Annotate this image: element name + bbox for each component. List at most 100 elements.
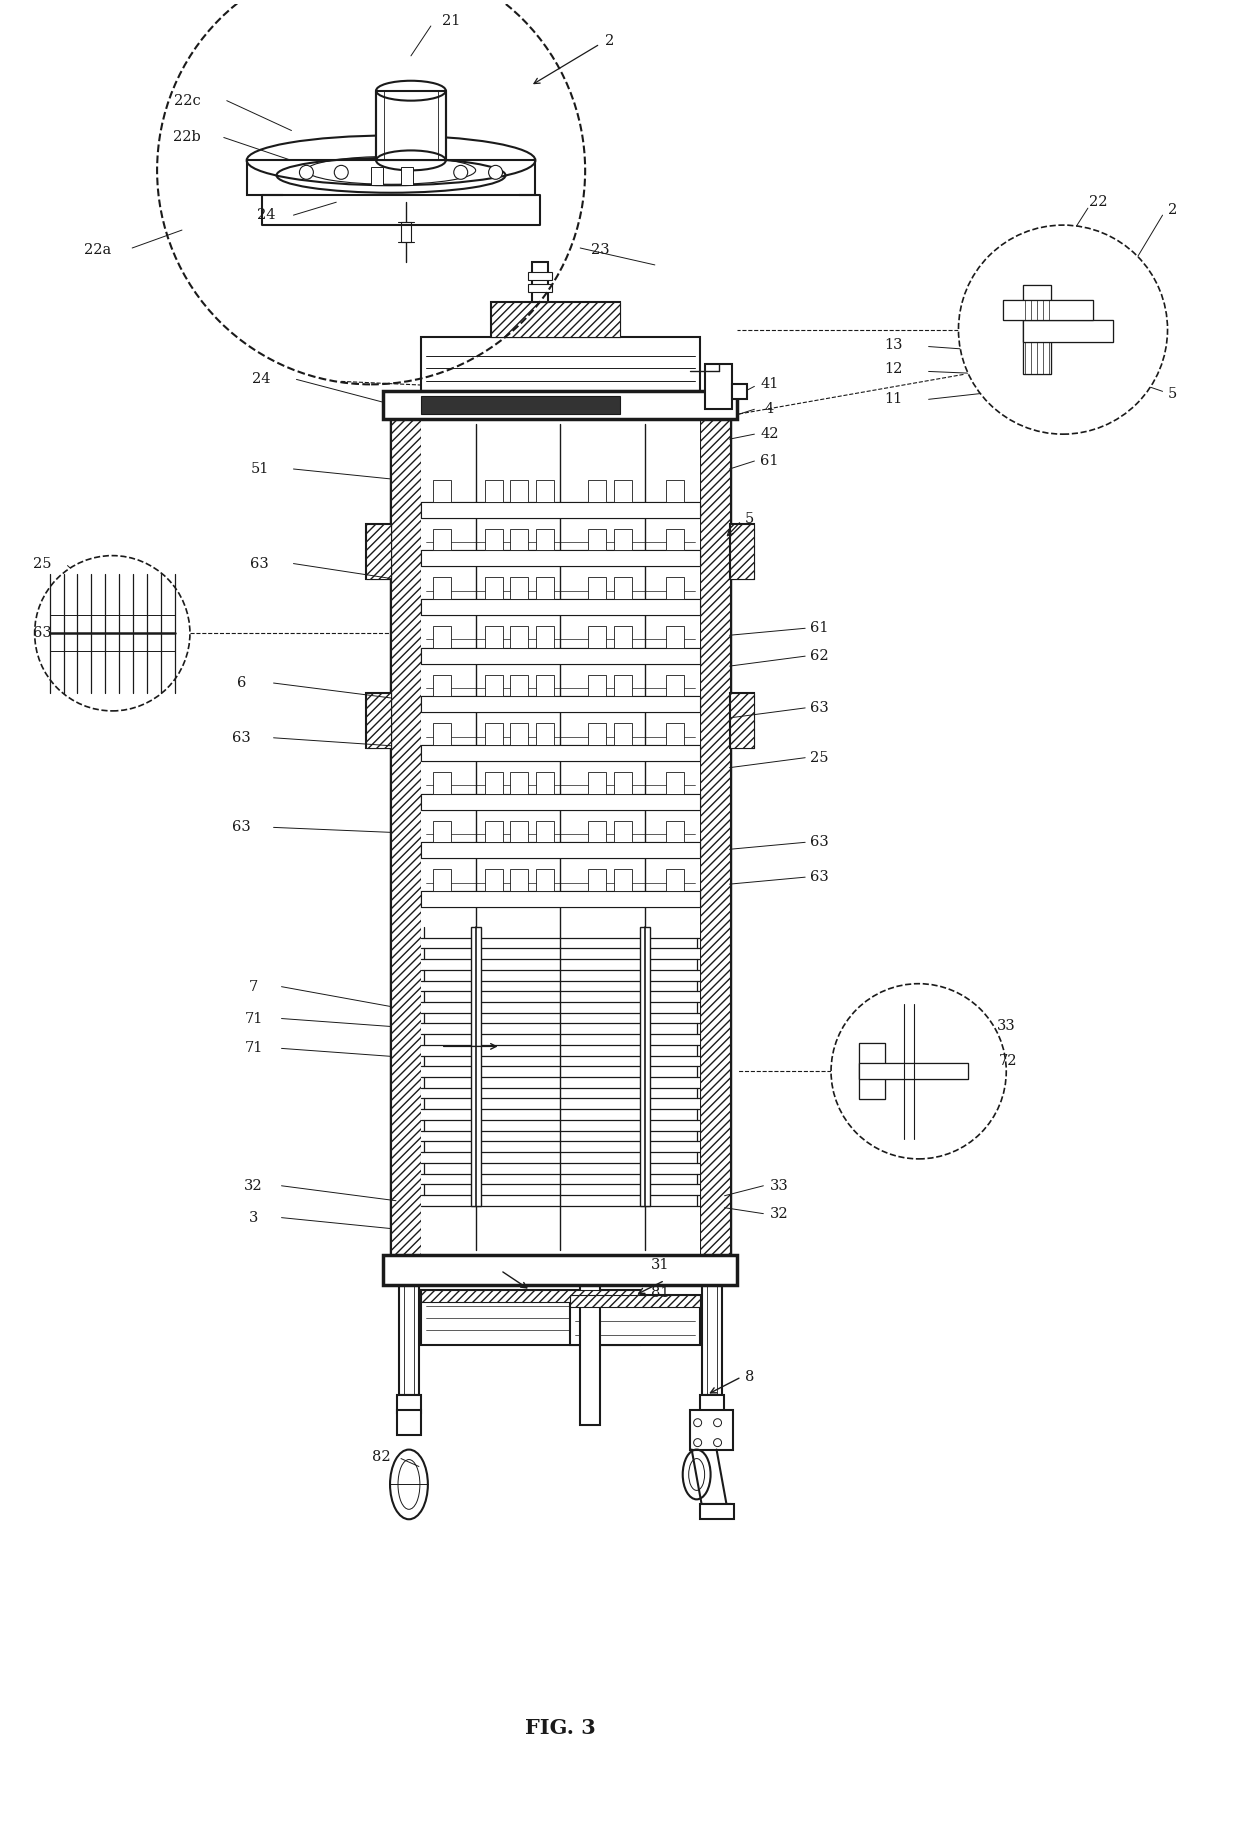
Bar [1023, 285, 1052, 375]
Bar [485, 627, 502, 649]
Bar [614, 870, 632, 892]
Text: 71: 71 [244, 1012, 263, 1025]
Bar [1023, 320, 1112, 342]
Text: 24: 24 [258, 208, 275, 223]
Bar [537, 870, 554, 892]
Bar [485, 820, 502, 842]
Bar [420, 502, 699, 517]
Bar [532, 261, 548, 301]
Bar [485, 481, 502, 502]
Bar [699, 1504, 734, 1520]
Bar [401, 168, 413, 185]
Bar [485, 870, 502, 892]
Bar [420, 793, 699, 809]
Bar [420, 1290, 640, 1345]
Bar [420, 336, 699, 391]
Bar [666, 870, 683, 892]
Bar [511, 674, 528, 696]
Bar [491, 301, 620, 336]
Bar [399, 1286, 419, 1394]
Text: 22c: 22c [174, 93, 201, 108]
Bar [511, 820, 528, 842]
Bar [420, 502, 699, 517]
Bar [666, 627, 683, 649]
Bar [420, 696, 699, 713]
Bar [537, 627, 554, 649]
Bar [371, 168, 383, 185]
Bar [1023, 320, 1112, 342]
Bar [588, 674, 606, 696]
Bar [666, 820, 683, 842]
Bar [511, 870, 528, 892]
Text: 63: 63 [232, 820, 250, 835]
Bar [729, 524, 754, 579]
Bar [511, 723, 528, 745]
Text: 21: 21 [441, 15, 460, 27]
Text: 63: 63 [810, 702, 828, 714]
Bar [537, 723, 554, 745]
Text: 2: 2 [605, 35, 615, 48]
Text: FIG. 3: FIG. 3 [525, 1719, 595, 1737]
Text: 5: 5 [1168, 387, 1177, 402]
Bar [614, 627, 632, 649]
Bar [588, 723, 606, 745]
Bar [383, 391, 738, 418]
Bar [614, 528, 632, 550]
Bar [420, 696, 699, 713]
Text: 61: 61 [760, 455, 779, 468]
Circle shape [335, 166, 348, 179]
Bar [485, 577, 502, 599]
Bar [640, 926, 650, 1206]
Bar [433, 674, 451, 696]
Circle shape [831, 983, 1007, 1158]
Bar [511, 481, 528, 502]
Bar [666, 528, 683, 550]
Bar [537, 577, 554, 599]
Bar [666, 577, 683, 599]
Bar [588, 820, 606, 842]
Bar [366, 692, 391, 747]
Bar [588, 577, 606, 599]
Text: 23: 23 [590, 243, 609, 258]
Bar [537, 481, 554, 502]
Bar [420, 892, 699, 906]
Bar [733, 384, 748, 400]
Text: 4: 4 [765, 402, 774, 417]
Bar [420, 550, 699, 566]
Bar [1003, 300, 1092, 320]
Text: 6: 6 [237, 676, 247, 691]
Bar [247, 161, 536, 195]
Bar [614, 723, 632, 745]
Circle shape [454, 166, 467, 179]
Bar [383, 1255, 738, 1286]
Bar [420, 745, 699, 762]
Bar [537, 820, 554, 842]
Bar [383, 391, 738, 418]
Text: 61: 61 [810, 621, 828, 636]
Bar [588, 481, 606, 502]
Bar [704, 364, 733, 409]
Text: 32: 32 [770, 1206, 789, 1220]
Bar [588, 771, 606, 793]
Text: 81: 81 [651, 1286, 670, 1301]
Bar [420, 396, 620, 415]
Text: 12: 12 [884, 362, 903, 376]
Bar [391, 418, 420, 1255]
Text: 62: 62 [810, 649, 828, 663]
Bar [588, 870, 606, 892]
Bar [1023, 285, 1052, 375]
Text: 63: 63 [232, 731, 250, 745]
Text: 82: 82 [372, 1449, 391, 1463]
Bar [614, 577, 632, 599]
Bar [420, 793, 699, 809]
Bar [537, 771, 554, 793]
Bar [397, 1394, 420, 1412]
Bar [859, 1043, 885, 1100]
Text: 41: 41 [760, 378, 779, 391]
Text: 22a: 22a [84, 243, 110, 258]
Bar [420, 550, 699, 566]
Circle shape [489, 166, 502, 179]
Bar [397, 1410, 420, 1434]
Text: 2: 2 [1168, 203, 1177, 217]
Bar [511, 627, 528, 649]
